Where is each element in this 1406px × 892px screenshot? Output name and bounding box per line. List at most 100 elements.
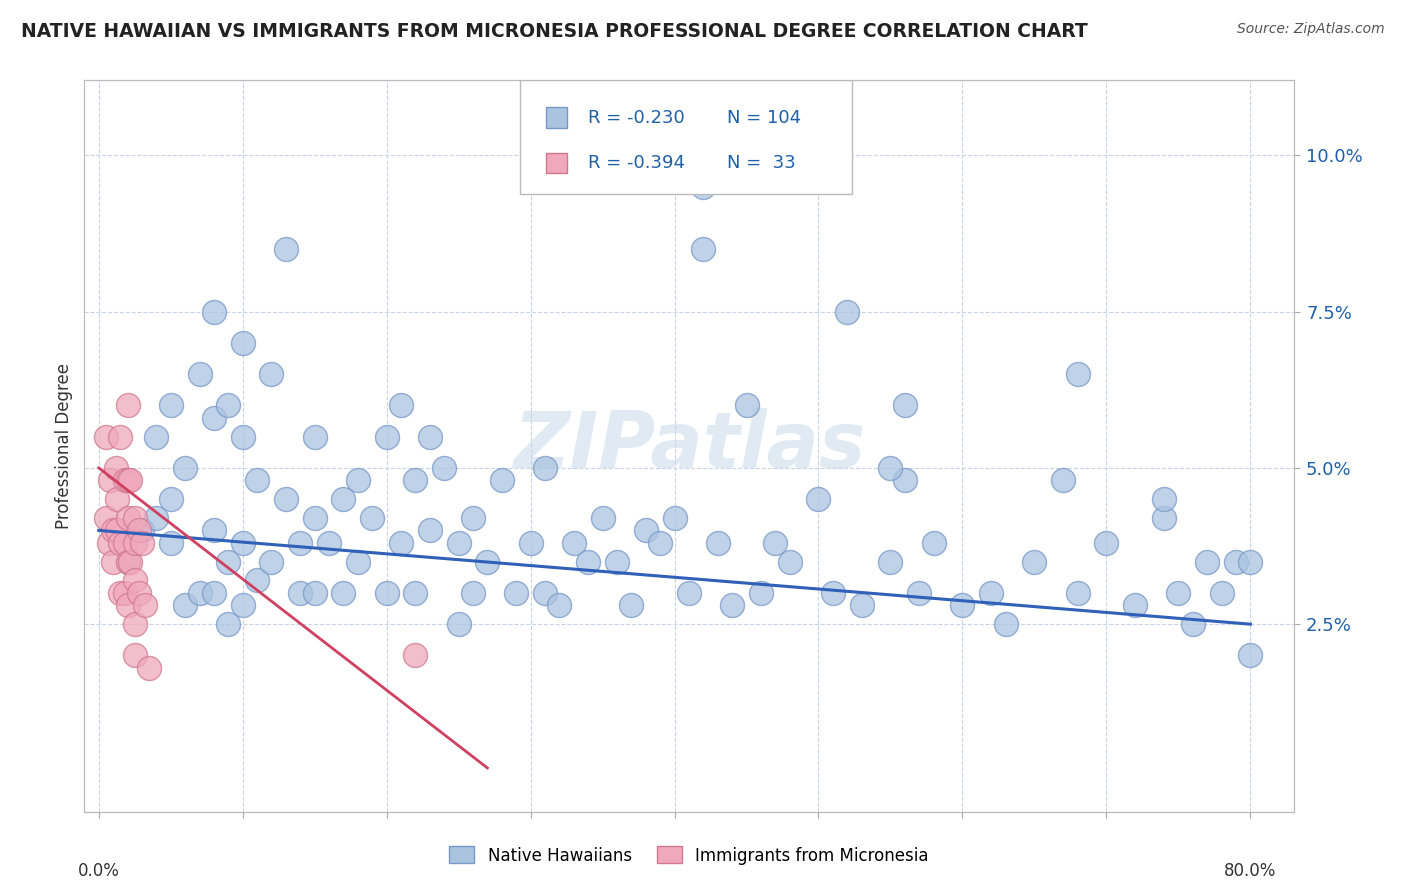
Point — [117, 555, 139, 569]
Point — [114, 586, 136, 600]
Point — [1167, 586, 1189, 600]
Point — [634, 524, 657, 538]
Point — [375, 586, 398, 600]
Point — [188, 367, 211, 381]
Point — [202, 410, 225, 425]
Point — [807, 492, 830, 507]
Point — [131, 536, 153, 550]
Point — [124, 536, 146, 550]
Point — [107, 492, 129, 507]
Point — [721, 599, 744, 613]
Point — [1153, 492, 1175, 507]
Point — [851, 599, 873, 613]
Point — [763, 536, 786, 550]
Point — [246, 474, 269, 488]
Point — [114, 474, 136, 488]
Point — [138, 661, 160, 675]
Point — [620, 599, 643, 613]
Point — [290, 586, 312, 600]
Point — [107, 524, 129, 538]
Point — [318, 536, 340, 550]
Point — [749, 586, 772, 600]
Point — [110, 429, 132, 443]
Point — [120, 555, 142, 569]
Point — [347, 555, 370, 569]
Text: N =  33: N = 33 — [727, 154, 796, 172]
Point — [188, 586, 211, 600]
Point — [145, 511, 167, 525]
Point — [124, 574, 146, 588]
Point — [174, 599, 197, 613]
Point — [404, 474, 426, 488]
Point — [290, 536, 312, 550]
Point — [461, 586, 484, 600]
Point — [1197, 555, 1219, 569]
Point — [232, 335, 254, 350]
Point — [304, 511, 326, 525]
Point — [347, 474, 370, 488]
FancyBboxPatch shape — [547, 107, 567, 128]
Point — [505, 586, 527, 600]
Point — [952, 599, 974, 613]
Point — [419, 429, 441, 443]
Point — [1239, 555, 1261, 569]
Point — [97, 536, 120, 550]
Point — [692, 179, 714, 194]
Point — [94, 511, 117, 525]
Point — [174, 461, 197, 475]
Point — [304, 429, 326, 443]
Point — [117, 555, 139, 569]
Point — [98, 474, 121, 488]
Point — [1066, 367, 1088, 381]
Point — [105, 461, 128, 475]
Point — [232, 599, 254, 613]
Point — [664, 511, 686, 525]
Point — [246, 574, 269, 588]
Point — [217, 555, 239, 569]
Point — [274, 242, 297, 256]
Text: ZIPatlas: ZIPatlas — [513, 408, 865, 484]
FancyBboxPatch shape — [547, 153, 567, 173]
Point — [117, 511, 139, 525]
Text: Source: ZipAtlas.com: Source: ZipAtlas.com — [1237, 22, 1385, 37]
Point — [548, 599, 571, 613]
Point — [592, 511, 614, 525]
Point — [447, 536, 470, 550]
Point — [908, 586, 931, 600]
Point — [217, 617, 239, 632]
Point — [735, 398, 758, 412]
Point — [94, 429, 117, 443]
Point — [404, 648, 426, 663]
Point — [114, 536, 136, 550]
Point — [1225, 555, 1247, 569]
Point — [304, 586, 326, 600]
Point — [159, 492, 181, 507]
Point — [576, 555, 599, 569]
Point — [1024, 555, 1046, 569]
Point — [101, 524, 124, 538]
Point — [332, 492, 354, 507]
Point — [1052, 474, 1074, 488]
Point — [419, 524, 441, 538]
Point — [1211, 586, 1233, 600]
Point — [562, 536, 585, 550]
Point — [994, 617, 1017, 632]
Point — [202, 524, 225, 538]
Point — [821, 586, 844, 600]
Point — [128, 524, 150, 538]
Point — [110, 586, 132, 600]
Point — [404, 586, 426, 600]
Point — [1066, 586, 1088, 600]
Point — [650, 536, 672, 550]
Point — [202, 586, 225, 600]
Point — [260, 367, 283, 381]
Point — [477, 555, 499, 569]
Point — [117, 599, 139, 613]
Point — [145, 429, 167, 443]
Point — [361, 511, 384, 525]
Point — [202, 304, 225, 318]
Text: R = -0.394: R = -0.394 — [588, 154, 685, 172]
Point — [110, 536, 132, 550]
Point — [894, 474, 917, 488]
Point — [159, 398, 181, 412]
